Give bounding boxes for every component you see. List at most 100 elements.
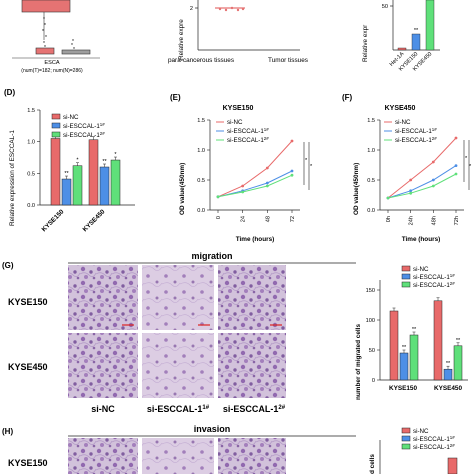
panel-g-ylabel: number of migrated cells <box>355 324 362 400</box>
panel-e-xtick-label: 48 <box>265 216 271 222</box>
panel-f-ytick-label: 0.0 <box>367 208 375 214</box>
panel-d-sig-label: * <box>114 152 117 158</box>
panel-d-legend-s2: si-ESCCAL-1 <box>63 132 100 139</box>
panel-g-bar <box>433 300 443 381</box>
micrograph-kyse150-si-1 <box>142 265 214 330</box>
panel-f-series-line <box>387 173 457 199</box>
panel-g-legend: si-NC si-ESCCAL-11# si-ESCCAL-12# <box>401 265 455 289</box>
panel-e-title: KYSE150 <box>223 105 254 112</box>
svg-text:si-ESCCAL-11#: si-ESCCAL-11# <box>413 273 455 281</box>
panel-e-series-line <box>217 140 293 198</box>
outlier-points <box>42 17 75 49</box>
panel-g-ytick-label: 150 <box>366 288 375 294</box>
panel-c: 50 Relative expr ** Het-1A KYSE150 KYSE4… <box>362 0 440 73</box>
panel-e-legend: si-NC si-ESCCAL-11# si-ESCCAL-12# <box>216 119 269 144</box>
panel-f-ytick-label: 0.5 <box>367 178 375 184</box>
panel-e-ylabel: OD value(450nm) <box>179 163 186 215</box>
panel-d-ytick-label: 0.0 <box>27 203 35 209</box>
panel-e-series-point <box>290 139 294 143</box>
micrograph-kyse150-si-nc <box>68 265 138 330</box>
panel-f-ylabel: OD value(450nm) <box>353 163 360 215</box>
panel-f-legend: si-NC si-ESCCAL-11# si-ESCCAL-12# <box>384 119 437 144</box>
panel-g-xlabel-1: KYSE150 <box>389 385 418 392</box>
panel-f-xtick-label: 72h <box>454 216 460 225</box>
panel-f-label: (F) <box>342 93 353 102</box>
dataset-counts: (num(T)=182; num(N)=286) <box>21 68 83 74</box>
panel-g-sig-label: ** <box>456 338 461 344</box>
panel-g-label: (G) <box>2 261 14 270</box>
tumor-lower-box <box>35 47 55 55</box>
panel-e-xtick-label: 24 <box>241 216 247 222</box>
panel-g-legend-s2: si-ESCCAL-1 <box>413 282 450 289</box>
panel-f-ytick-label: 1.0 <box>367 148 375 154</box>
panel-f-series-point <box>386 196 390 200</box>
panel-e-xtick-label: 72 <box>290 216 296 222</box>
panel-f-legend-s2: si-ESCCAL-1 <box>395 137 432 144</box>
panel-f-series-point <box>454 136 458 140</box>
panel-g-bar <box>443 368 453 381</box>
svg-text:si-ESCCAL-12#: si-ESCCAL-12# <box>413 443 455 451</box>
panel-e-legend-s1: si-ESCCAL-1 <box>227 128 264 135</box>
panel-f-xtick-label: 0h <box>386 216 392 222</box>
panel-f: (F) KYSE450 OD value(450nm) 0.0 0.5 1.0 1.5… <box>342 93 472 243</box>
panel-e-sig-1: * <box>305 158 308 164</box>
panel-g-bar <box>399 352 409 381</box>
panel-e-sig-2: * <box>310 164 313 170</box>
panel-d-bar <box>50 138 61 206</box>
panel-h-title: invasion <box>194 424 231 434</box>
micrograph-invasion-si-1 <box>142 438 214 474</box>
panel-b-ytick: 2 <box>190 6 193 12</box>
panel-c-ytick: 50 <box>382 4 388 10</box>
panel-g-bar <box>389 310 399 381</box>
panel-c-bar-het1a <box>397 47 407 51</box>
panel-g-col-3: si-ESCCAL-1 <box>223 404 279 414</box>
panel-b-ylabel: Relative expre <box>178 19 185 60</box>
panel-g-ytick-label: 50 <box>369 348 375 354</box>
svg-text:si-ESCCAL-12#: si-ESCCAL-12# <box>227 136 269 144</box>
panel-c-bar-kyse450 <box>425 0 435 51</box>
panel-g-ytick-label: 100 <box>366 318 375 324</box>
panel-g-legend-nc: si-NC <box>413 266 429 273</box>
panel-d-xlabel-1: KYSE150 <box>41 208 66 233</box>
panel-e-ytick-label: 1.0 <box>197 148 205 154</box>
micrograph-kyse450-si-1 <box>142 333 214 398</box>
svg-text:si-ESCCAL-11#: si-ESCCAL-11# <box>63 122 105 130</box>
panel-e-legend-nc: si-NC <box>227 119 243 126</box>
panel-h-row-1: KYSE150 <box>8 458 48 468</box>
svg-text:si-ESCCAL-12#: si-ESCCAL-12# <box>63 131 105 139</box>
panel-f-series-point <box>431 178 435 182</box>
panel-g-row-1: KYSE150 <box>8 297 48 307</box>
panel-f-xlabel: Time (hours) <box>402 236 441 243</box>
panel-f-legend-nc: si-NC <box>395 119 411 126</box>
panel-g-xlabel-2: KYSE450 <box>434 385 463 392</box>
panel-a: ESCA (num(T)=182; num(N)=286) <box>12 0 100 74</box>
tumor-box <box>21 0 71 13</box>
panel-b-points <box>215 6 245 12</box>
micrograph-invasion-si-2 <box>218 438 286 474</box>
panel-d-legend-s1: si-ESCCAL-1 <box>63 123 100 130</box>
panel-d-bar <box>110 159 121 206</box>
panel-f-series-point <box>409 189 413 193</box>
panel-h-legend: si-NC si-ESCCAL-11# si-ESCCAL-12# <box>401 427 455 451</box>
panel-d-xlabel-2: KYSE450 <box>82 208 107 233</box>
panel-f-ytick-label: 1.5 <box>367 118 375 124</box>
panel-d-legend-nc: si-NC <box>63 114 79 121</box>
panel-b-xlabel-2: Tumor tissues <box>268 57 308 64</box>
panel-h: (H) invasion KYSE150 d cells si-NC si-ES… <box>2 424 458 474</box>
panel-g-col-1: si-NC <box>91 404 115 414</box>
panel-h-legend-s2: si-ESCCAL-1 <box>413 444 450 451</box>
panel-e-xtick-label: 0 <box>216 216 222 219</box>
panel-d-sig-label: * <box>76 158 79 164</box>
panel-d-sig-label: ** <box>102 159 107 165</box>
panel-f-series-point <box>454 172 458 176</box>
panel-f-series-point <box>409 191 413 195</box>
panel-e-legend-s2: si-ESCCAL-1 <box>227 137 264 144</box>
svg-text:si-ESCCAL-12#: si-ESCCAL-12# <box>223 404 286 414</box>
panel-f-xtick-label: 48h <box>431 216 437 225</box>
panel-g-ytick-label: 0 <box>372 378 375 384</box>
panel-d-sig-label: ** <box>64 171 69 177</box>
panel-c-sig: ** <box>414 28 419 34</box>
panel-e-label: (E) <box>170 93 181 102</box>
